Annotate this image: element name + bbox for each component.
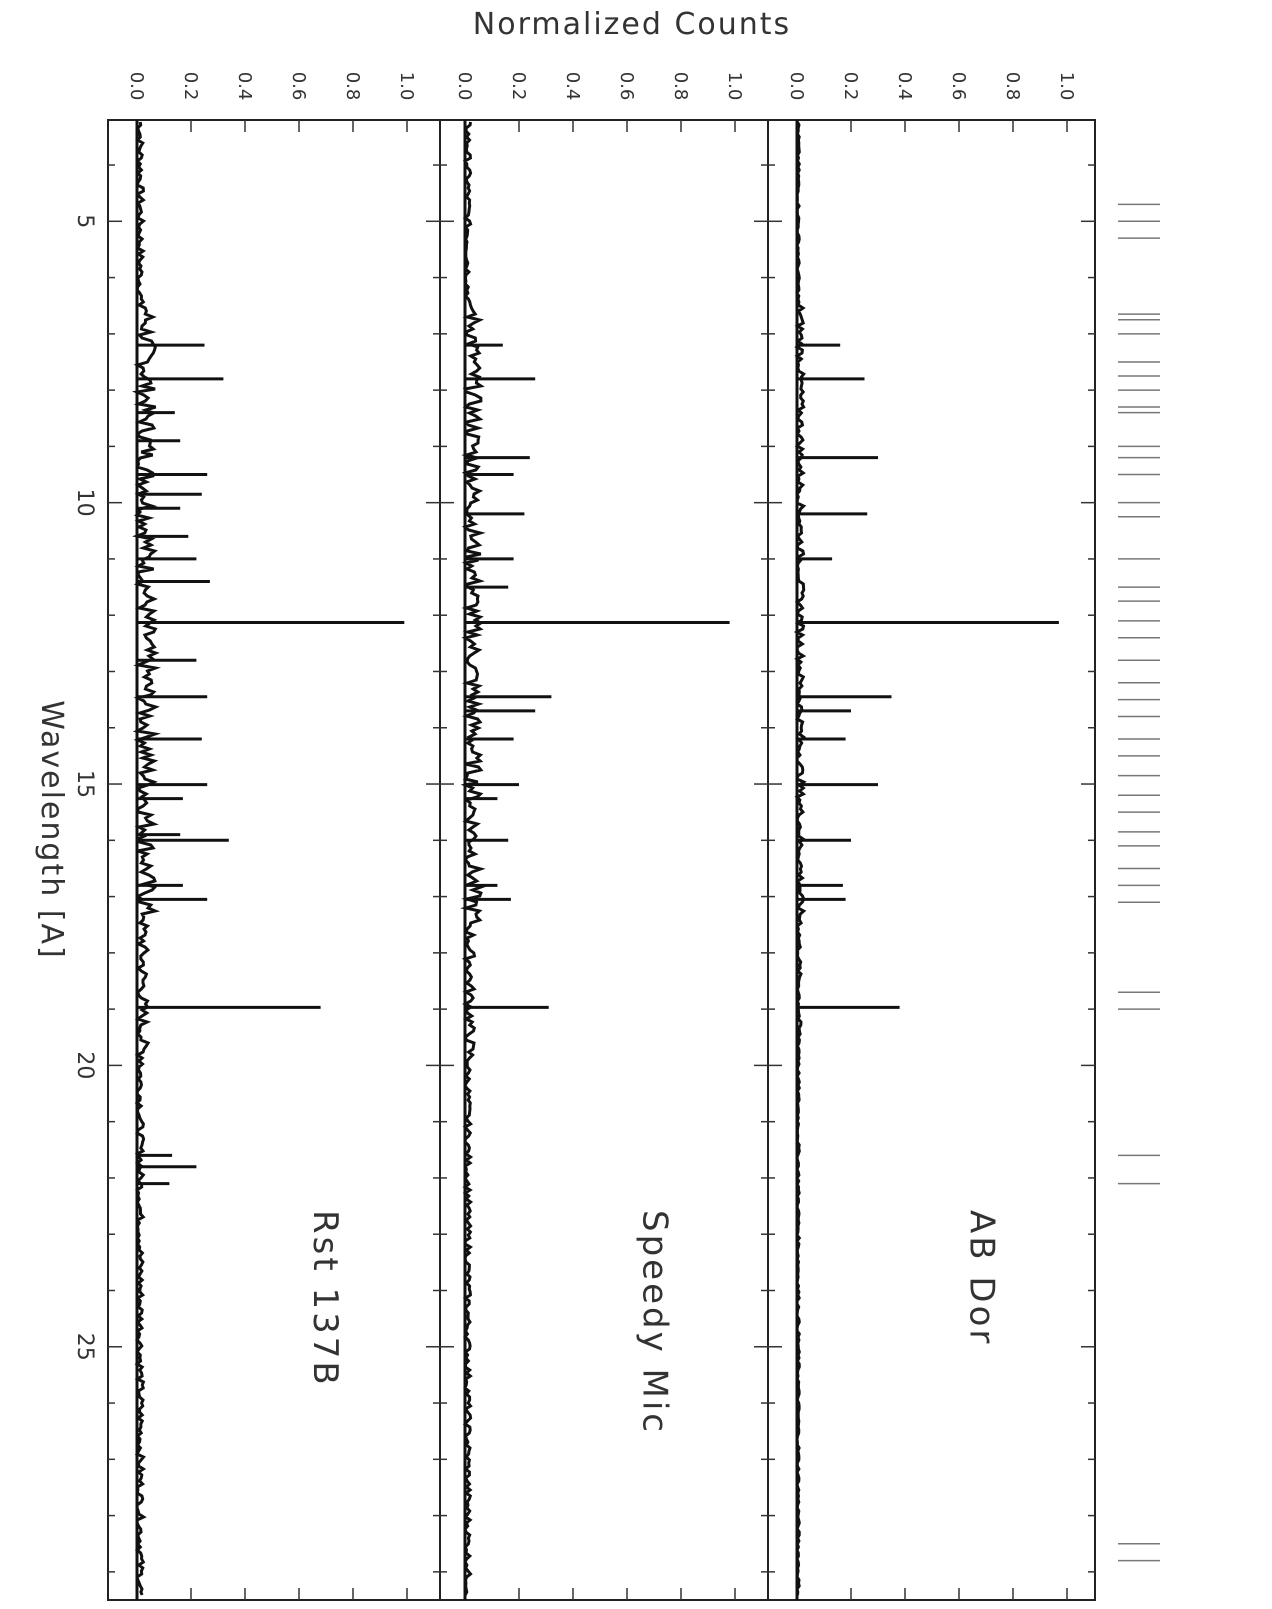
- y-tick-label: 0.8: [1002, 72, 1023, 101]
- y-tick-label: 0.8: [670, 72, 691, 101]
- y-tick-label: 1.0: [724, 72, 745, 101]
- y-tick-label: 0.6: [948, 72, 969, 101]
- y-tick-label: 0.8: [342, 72, 363, 101]
- y-tick-label: 0.4: [562, 72, 583, 101]
- y-tick-label: 1.0: [396, 72, 417, 101]
- y-tick-label: 0.6: [288, 72, 309, 101]
- chart-marks: 5 10 15 20 25 0.0 0.2 0.4 0.6 0.8 1.0 0.0 0.2 0.4 0.6 0…: [72, 72, 1160, 1601]
- spectrum-baseline-2: [460, 121, 487, 1596]
- spectrum-baseline-1: [131, 121, 162, 1596]
- x-tick-label: 10: [72, 489, 97, 517]
- y-tick-label: 1.0: [1056, 72, 1077, 101]
- x-axis-title: Wavelength [A]: [34, 700, 69, 959]
- y-axis-title: Normalized Counts: [473, 7, 791, 42]
- y-tick-label: 0.4: [234, 72, 255, 101]
- x-tick-label: 5: [72, 214, 97, 228]
- panel-frame-1: [107, 119, 441, 1601]
- x-tick-label: 15: [72, 770, 97, 798]
- x-tick-label: 25: [72, 1333, 97, 1361]
- y-tick-label: 0.0: [786, 72, 807, 101]
- y-tick-label: 0.0: [454, 72, 475, 101]
- y-tick-label: 0.2: [180, 72, 201, 101]
- panel-label: Speedy Mic: [634, 1210, 674, 1435]
- panel-frame-2: [439, 119, 769, 1601]
- panel-label: AB Dor: [962, 1210, 1002, 1346]
- y-tick-label: 0.4: [894, 72, 915, 101]
- panel-frame-3: [767, 119, 1096, 1601]
- y-tick-label: 0.0: [126, 72, 147, 101]
- panel-label: Rst 137B: [305, 1210, 345, 1388]
- y-tick-label: 0.2: [508, 72, 529, 101]
- y-tick-label: 0.2: [840, 72, 861, 101]
- x-tick-label: 20: [72, 1051, 97, 1079]
- y-tick-label: 0.6: [616, 72, 637, 101]
